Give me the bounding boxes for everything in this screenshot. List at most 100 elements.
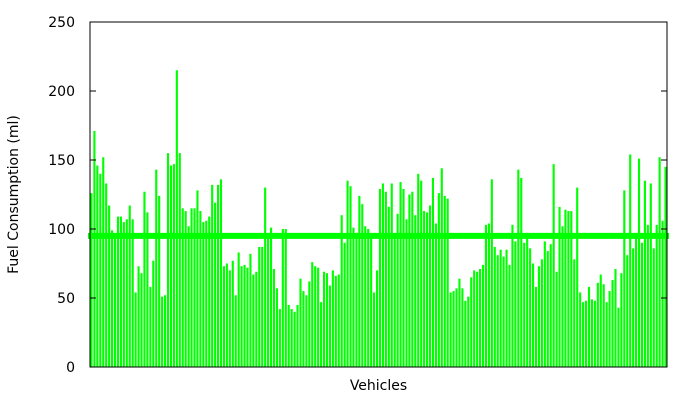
- bar: [202, 222, 205, 367]
- bar: [352, 227, 355, 367]
- plot-frame: [89, 21, 668, 368]
- bar: [411, 191, 414, 367]
- y-tick-label: 200: [48, 84, 75, 100]
- bar: [664, 166, 667, 367]
- bar: [543, 241, 546, 367]
- bar: [414, 215, 417, 367]
- bar: [517, 169, 520, 367]
- bar: [105, 183, 108, 367]
- bar: [149, 286, 152, 367]
- bar: [537, 266, 540, 367]
- bar: [470, 277, 473, 367]
- bar: [608, 291, 611, 367]
- bar: [211, 184, 214, 367]
- y-axis-label: Fuel Consumption (ml): [6, 115, 22, 274]
- bar: [529, 248, 532, 367]
- bar: [281, 229, 284, 367]
- bar: [346, 180, 349, 367]
- bar: [649, 183, 652, 367]
- bar: [455, 288, 458, 367]
- bar: [602, 284, 605, 367]
- bar: [393, 233, 396, 367]
- bar: [655, 224, 658, 367]
- bar: [175, 70, 178, 368]
- bar: [161, 296, 164, 367]
- bar: [337, 274, 340, 367]
- bar: [375, 270, 379, 367]
- bar: [464, 300, 467, 367]
- bar: [605, 302, 608, 367]
- bar: [496, 255, 499, 367]
- bar: [311, 262, 314, 367]
- bar: [490, 179, 493, 367]
- bar: [431, 177, 435, 367]
- bar: [122, 222, 125, 367]
- bar: [479, 269, 482, 367]
- bar: [125, 219, 128, 367]
- bar: [505, 249, 508, 367]
- bar: [343, 242, 346, 367]
- bar: [367, 229, 370, 367]
- bar: [196, 190, 199, 367]
- bar: [258, 246, 261, 367]
- bar: [275, 288, 278, 367]
- bar: [317, 267, 320, 367]
- bar: [443, 195, 446, 367]
- bar: [417, 173, 420, 367]
- bar: [378, 188, 382, 367]
- bar: [629, 154, 632, 367]
- bar: [514, 241, 517, 367]
- bar: [658, 157, 661, 367]
- bar: [249, 253, 252, 367]
- bar: [582, 302, 585, 367]
- bar: [487, 223, 490, 367]
- bar: [278, 309, 281, 367]
- bar: [231, 260, 234, 367]
- bar: [140, 273, 143, 367]
- x-axis-label: Vehicles: [350, 378, 407, 394]
- bar: [390, 183, 393, 367]
- bar: [308, 281, 311, 367]
- bar: [102, 157, 105, 367]
- bar: [643, 180, 646, 367]
- bar: [214, 202, 217, 367]
- bar: [349, 186, 352, 367]
- bar: [576, 187, 579, 367]
- bar: [364, 226, 367, 367]
- bar: [131, 219, 134, 367]
- bar: [635, 235, 638, 367]
- bar: [620, 273, 623, 367]
- y-axis-ticks: 0 50 100 150 200 250: [48, 15, 667, 376]
- bar: [111, 230, 114, 367]
- bar: [623, 190, 626, 367]
- bar: [305, 295, 308, 367]
- bar: [143, 191, 146, 367]
- bar: [552, 164, 555, 367]
- bar: [172, 164, 175, 367]
- bar: [526, 234, 529, 367]
- bar: [632, 248, 635, 367]
- bar: [399, 182, 402, 367]
- bar: [564, 209, 567, 367]
- bar: [252, 274, 255, 367]
- bar: [240, 266, 243, 367]
- y-tick-label: 100: [48, 222, 75, 238]
- bar: [331, 270, 334, 367]
- bar: [555, 271, 558, 367]
- y-tick-label: 150: [48, 153, 75, 169]
- bar: [458, 278, 461, 367]
- bar: [134, 292, 137, 367]
- bar: [370, 237, 373, 367]
- bar: [626, 255, 629, 367]
- bar: [476, 271, 479, 367]
- bar: [461, 288, 464, 367]
- bar: [661, 220, 664, 367]
- bar: [387, 206, 390, 367]
- bar: [99, 173, 102, 367]
- bar: [296, 304, 299, 367]
- bar: [234, 295, 237, 367]
- bar: [267, 238, 270, 367]
- bar: [222, 266, 226, 367]
- bar: [520, 177, 523, 367]
- bar: [217, 184, 220, 367]
